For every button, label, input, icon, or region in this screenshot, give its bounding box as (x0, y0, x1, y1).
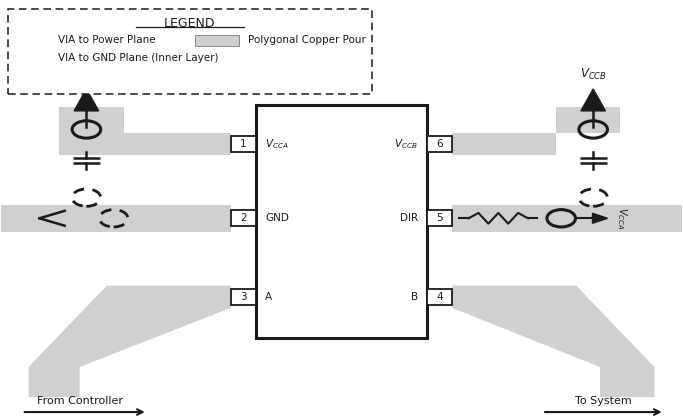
Polygon shape (452, 205, 682, 232)
FancyBboxPatch shape (195, 35, 240, 46)
Text: $V_{CCA}$: $V_{CCA}$ (265, 137, 289, 151)
Text: 3: 3 (240, 292, 247, 302)
Text: 1: 1 (240, 139, 247, 149)
Text: 4: 4 (436, 292, 443, 302)
FancyBboxPatch shape (426, 289, 452, 305)
Text: $V_{CCB}$: $V_{CCB}$ (580, 67, 607, 82)
Polygon shape (1, 205, 231, 232)
Polygon shape (29, 286, 231, 397)
Polygon shape (581, 89, 605, 111)
Polygon shape (59, 107, 231, 155)
Text: From Controller: From Controller (37, 396, 123, 406)
Polygon shape (592, 213, 607, 223)
Text: DIR: DIR (400, 213, 418, 223)
FancyBboxPatch shape (231, 210, 257, 226)
Text: Polygonal Copper Pour: Polygonal Copper Pour (248, 35, 365, 45)
Text: 6: 6 (436, 139, 443, 149)
Polygon shape (452, 107, 620, 155)
Polygon shape (74, 89, 98, 111)
FancyBboxPatch shape (257, 105, 426, 338)
Text: GND: GND (265, 213, 289, 223)
Text: $V_{CCB}$: $V_{CCB}$ (394, 137, 418, 151)
Text: $V_{CCA}$: $V_{CCA}$ (73, 67, 100, 82)
FancyBboxPatch shape (231, 136, 257, 152)
Text: B: B (410, 292, 418, 302)
FancyBboxPatch shape (426, 210, 452, 226)
Text: To System: To System (575, 396, 632, 406)
Text: 2: 2 (240, 213, 247, 223)
FancyBboxPatch shape (231, 289, 257, 305)
FancyBboxPatch shape (426, 136, 452, 152)
Text: VIA to Power Plane: VIA to Power Plane (58, 35, 156, 45)
Text: A: A (265, 292, 273, 302)
Polygon shape (452, 286, 654, 397)
Text: LEGEND: LEGEND (164, 17, 216, 30)
Text: $V_{CCA}$: $V_{CCA}$ (615, 207, 629, 230)
Text: 5: 5 (436, 213, 443, 223)
Text: VIA to GND Plane (Inner Layer): VIA to GND Plane (Inner Layer) (58, 53, 219, 63)
FancyBboxPatch shape (8, 9, 372, 94)
